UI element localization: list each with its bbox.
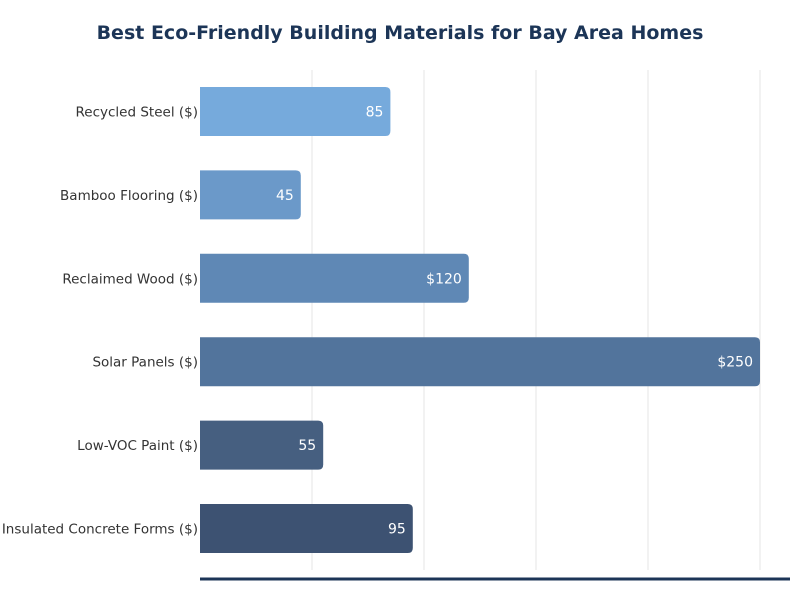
bar (200, 170, 301, 220)
bar-value-label: 55 (298, 438, 316, 454)
category-label: Solar Panels ($) (92, 355, 198, 371)
bar (200, 253, 469, 303)
bar (200, 420, 324, 470)
bars: 85 45 $120 $250 55 95 (200, 87, 760, 553)
gridlines (311, 70, 761, 570)
bar-value-label: $120 (426, 271, 462, 287)
category-label: Recycled Steel ($) (76, 105, 198, 121)
chart-title: Best Eco-Friendly Building Materials for… (96, 22, 704, 44)
category-label: Insulated Concrete Forms ($) (2, 522, 198, 538)
bar-value-label: 85 (366, 105, 384, 121)
bar (200, 504, 413, 553)
bar-value-label: 45 (276, 188, 294, 204)
bar (200, 337, 760, 387)
bar-value-label: $250 (717, 355, 753, 371)
category-labels: Recycled Steel ($) Bamboo Flooring ($) Rec… (2, 105, 198, 538)
bar-value-label: 95 (388, 522, 406, 538)
category-label: Bamboo Flooring ($) (60, 188, 198, 204)
category-label: Reclaimed Wood ($) (62, 271, 198, 287)
bar (200, 87, 391, 136)
category-label: Low-VOC Paint ($) (77, 438, 198, 454)
